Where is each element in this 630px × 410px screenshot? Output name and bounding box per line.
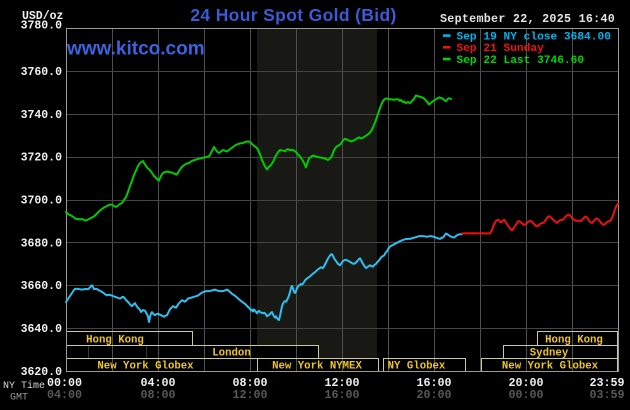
svg-text:16:00: 16:00 (416, 376, 451, 390)
svg-text:September 22, 2025 16:40: September 22, 2025 16:40 (440, 12, 615, 26)
svg-text:3620.0: 3620.0 (21, 366, 63, 379)
svg-text:New York Globex: New York Globex (502, 361, 599, 373)
svg-text:3640.0: 3640.0 (21, 323, 63, 336)
svg-text:NY Globex: NY Globex (388, 361, 446, 373)
svg-text:3700.0: 3700.0 (21, 195, 63, 208)
svg-text:04:00: 04:00 (140, 376, 175, 390)
svg-text:08:00: 08:00 (140, 388, 175, 402)
svg-text:GMT: GMT (10, 393, 28, 404)
svg-text:Sep 22 Last 3746.60: Sep 22 Last 3746.60 (457, 55, 585, 67)
svg-text:12:00: 12:00 (324, 376, 359, 390)
svg-text:24 Hour Spot Gold (Bid): 24 Hour Spot Gold (Bid) (190, 5, 396, 25)
svg-text:Hong Kong: Hong Kong (545, 335, 603, 347)
svg-text:3680.0: 3680.0 (21, 237, 63, 250)
svg-text:3780.0: 3780.0 (21, 20, 63, 33)
svg-text:New York Globex: New York Globex (97, 361, 194, 373)
svg-text:www.kitco.com: www.kitco.com (66, 39, 205, 60)
svg-text:23:59: 23:59 (589, 376, 624, 390)
svg-text:03:59: 03:59 (589, 388, 624, 402)
svg-text:New York NYMEX: New York NYMEX (272, 361, 362, 373)
svg-text:NY Time: NY Time (3, 380, 45, 392)
svg-text:12:00: 12:00 (232, 388, 267, 402)
svg-text:3660.0: 3660.0 (21, 280, 63, 293)
svg-text:00:00: 00:00 (508, 388, 543, 402)
svg-text:08:00: 08:00 (232, 376, 267, 390)
svg-text:Sep 19 NY close 3684.00: Sep 19 NY close 3684.00 (457, 32, 612, 44)
svg-text:3760.0: 3760.0 (21, 66, 63, 79)
svg-text:20:00: 20:00 (508, 376, 543, 390)
svg-text:04:00: 04:00 (47, 388, 82, 402)
svg-text:Sep 21 Sunday: Sep 21 Sunday (457, 43, 545, 55)
svg-text:Hong Kong: Hong Kong (86, 335, 144, 347)
svg-text:00:00: 00:00 (47, 376, 82, 390)
svg-text:3720.0: 3720.0 (21, 152, 63, 165)
svg-text:London: London (212, 348, 250, 360)
svg-text:USD/oz: USD/oz (22, 10, 64, 23)
svg-text:Sydney: Sydney (530, 348, 569, 360)
svg-text:20:00: 20:00 (416, 388, 451, 402)
svg-text:3740.0: 3740.0 (21, 109, 63, 122)
svg-text:16:00: 16:00 (324, 388, 359, 402)
